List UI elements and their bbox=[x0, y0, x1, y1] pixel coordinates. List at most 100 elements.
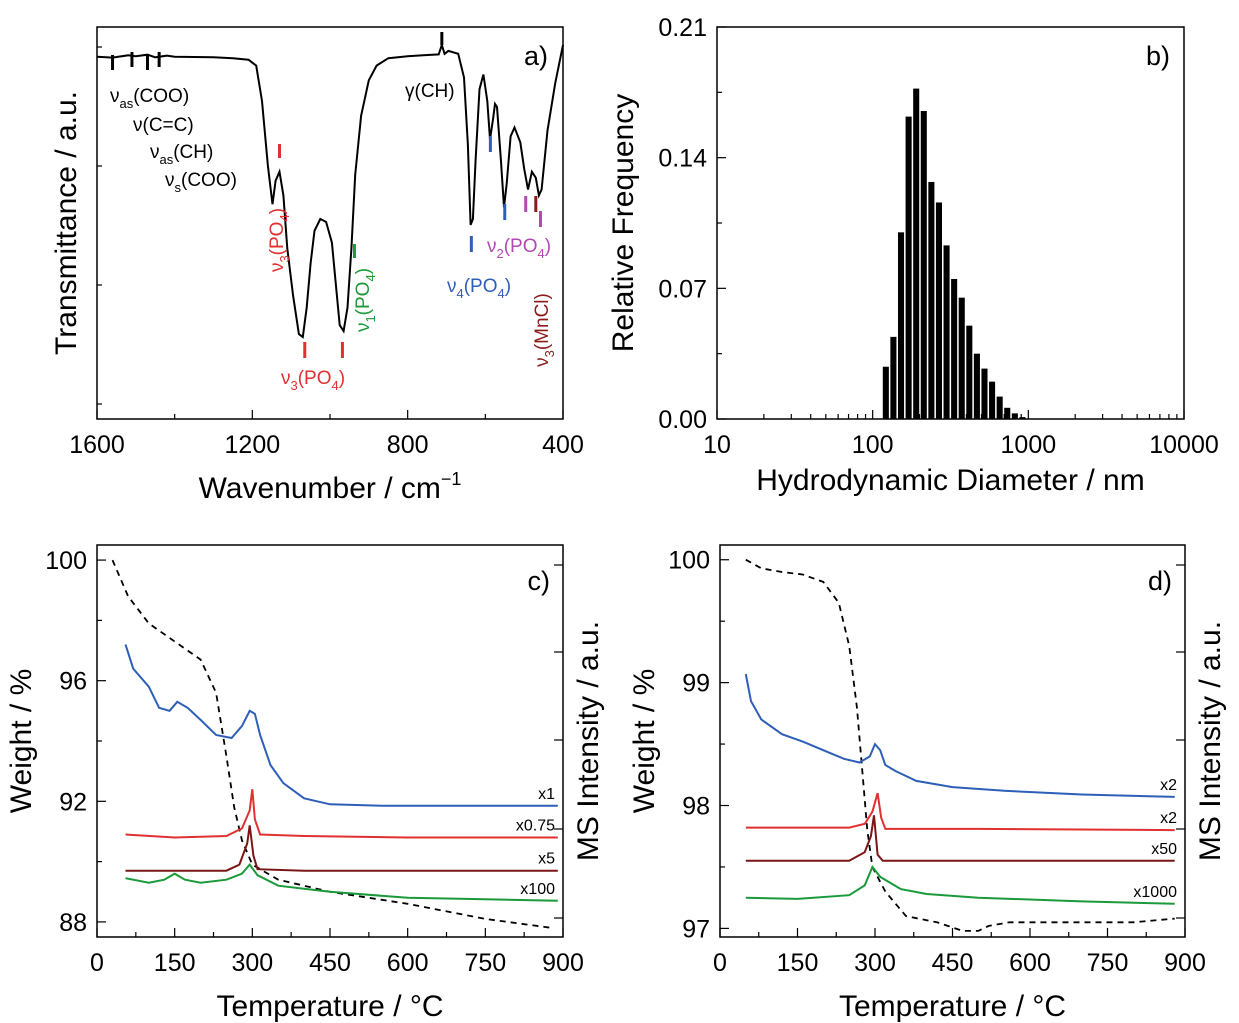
panel-a-x-tick-label: 400 bbox=[542, 431, 584, 459]
annotation-symbol: ν bbox=[110, 86, 120, 107]
annotation-symbol: ν bbox=[165, 170, 175, 191]
histogram-bar bbox=[989, 381, 996, 419]
annotation-mode: (COO) bbox=[181, 170, 237, 191]
panel-c-x-tick-label: 300 bbox=[231, 949, 273, 977]
panel-d-trace-scale-label: x1000 bbox=[1133, 884, 1177, 901]
panel-d-x-tick-label: 600 bbox=[1009, 949, 1051, 977]
panel-c-x-tick-label: 600 bbox=[387, 949, 429, 977]
panel-d-y-label: Weight / % bbox=[628, 669, 661, 814]
annotation-subscript: 4 bbox=[332, 378, 339, 393]
panel-c-y-tick-label: 96 bbox=[59, 668, 87, 696]
panel-d-trace-scale-label: x50 bbox=[1151, 841, 1177, 858]
histogram-bar bbox=[890, 336, 897, 419]
panel-d-y-tick-label: 99 bbox=[682, 670, 710, 698]
histogram-bar bbox=[913, 88, 920, 419]
panel-a-band-annotation: ν(C=C) bbox=[133, 115, 194, 136]
panel-a-y-label: Transmittance / a.u. bbox=[50, 91, 83, 355]
panel-b-x-tick-label: 10000 bbox=[1149, 431, 1219, 459]
histogram-bar bbox=[1004, 407, 1011, 419]
panel-c-x-tick-label: 450 bbox=[309, 949, 351, 977]
panel-b-x-tick-label: 1000 bbox=[1001, 431, 1057, 459]
panel-d-x-tick-label: 900 bbox=[1164, 949, 1206, 977]
panel-a-band-annotation: νas(CH) bbox=[150, 142, 213, 167]
panel-c-x-tick-label: 0 bbox=[90, 949, 104, 977]
panel-b-y-tick-label: 0.14 bbox=[658, 145, 707, 173]
annotation-mode: (C=C) bbox=[143, 115, 194, 136]
annotation-symbol: γ bbox=[405, 81, 415, 102]
panel-d-x-tick-label: 300 bbox=[854, 949, 896, 977]
panel-c-y-tick-label: 100 bbox=[45, 547, 87, 575]
annotation-close: ) bbox=[339, 368, 345, 389]
panel-b-y-tick-label: 0.21 bbox=[658, 14, 707, 42]
annotation-symbol: ν bbox=[487, 236, 497, 257]
annotation-symbol: ν bbox=[267, 263, 288, 273]
panel-d-x-tick-label: 450 bbox=[932, 949, 974, 977]
panel-c-trace-scale-label: x0.75 bbox=[516, 817, 555, 834]
panel-d-y-tick-label: 98 bbox=[682, 793, 710, 821]
panel-b-x-tick-label: 10 bbox=[703, 431, 731, 459]
panel-d-label: d) bbox=[1148, 566, 1172, 596]
annotation-symbol: ν bbox=[281, 368, 291, 389]
panel-c-trace-scale-label: x100 bbox=[520, 881, 555, 898]
panel-c-y-tick-label: 92 bbox=[59, 788, 87, 816]
annotation-subscript: 3 bbox=[291, 378, 298, 393]
annotation-close: ) bbox=[353, 268, 374, 274]
panel-c-y-label: Weight / % bbox=[5, 669, 38, 814]
annotation-mode: (CH) bbox=[173, 142, 213, 163]
panel-d-trace-scale-label: x2 bbox=[1160, 810, 1177, 827]
annotation-mode: (PO bbox=[267, 222, 288, 256]
annotation-subscript: 4 bbox=[277, 214, 292, 221]
panel-d-ms-trace bbox=[745, 792, 1175, 832]
panel-c-ms-trace bbox=[125, 862, 558, 902]
annotation-subscript: s bbox=[175, 180, 182, 195]
panel-c-y-tick-label: 88 bbox=[59, 909, 87, 937]
panel-d-x-tick-label: 150 bbox=[777, 949, 819, 977]
panel-a-x-tick-label: 1200 bbox=[225, 431, 281, 459]
panel-c-ms-trace bbox=[124, 644, 558, 807]
annotation-mode: (COO) bbox=[133, 86, 189, 107]
annotation-symbol: ν bbox=[447, 276, 457, 297]
annotation-mode: (MnCl) bbox=[532, 293, 553, 350]
panel-a-x-tick-label: 1600 bbox=[69, 431, 125, 459]
histogram-bar bbox=[943, 245, 950, 419]
panel-a-band-annotation: νs(COO) bbox=[165, 170, 237, 195]
panel-d-ms-trace bbox=[744, 673, 1175, 798]
panel-a-x-label: Wavenumber / cm−1 bbox=[199, 469, 462, 505]
panel-b-y-tick-label: 0.07 bbox=[658, 275, 707, 303]
panel-a-ir-spectrum-line bbox=[96, 41, 564, 339]
panel-a-x-label-sup: −1 bbox=[441, 469, 462, 489]
panel-d-x-label: Temperature / °C bbox=[839, 990, 1066, 1023]
annotation-subscript: 4 bbox=[498, 286, 505, 301]
panel-d-ms-trace bbox=[745, 865, 1175, 905]
annotation-subscript: 1 bbox=[363, 315, 378, 322]
histogram-bar bbox=[973, 353, 980, 419]
histogram-bar bbox=[935, 202, 942, 419]
annotation-subscript: 3 bbox=[542, 350, 557, 357]
panel-c-label: c) bbox=[528, 566, 551, 596]
panel-b-y-tick-label: 0.00 bbox=[658, 406, 707, 434]
annotation-mode: (PO bbox=[504, 236, 538, 257]
annotation-subscript: 4 bbox=[538, 246, 545, 261]
annotation-mode: (PO bbox=[464, 276, 498, 297]
panel-c-trace-scale-label: x5 bbox=[538, 851, 555, 868]
panel-c-x-tick-label: 750 bbox=[464, 949, 506, 977]
annotation-subscript: 2 bbox=[497, 246, 504, 261]
panel-d-x-tick-label: 0 bbox=[713, 949, 727, 977]
histogram-bar bbox=[1011, 413, 1018, 419]
annotation-close: ) bbox=[267, 208, 288, 214]
panel-b-y-label: Relative Frequency bbox=[607, 94, 640, 352]
panel-c-ms-trace bbox=[125, 825, 558, 872]
panel-c-x-tick-label: 150 bbox=[154, 949, 196, 977]
annotation-close: ) bbox=[545, 236, 551, 257]
panel-d-y-right-label: MS Intensity / a.u. bbox=[1194, 621, 1227, 861]
annotation-mode: (PO bbox=[298, 368, 332, 389]
panel-c-y-right-label: MS Intensity / a.u. bbox=[572, 621, 605, 861]
annotation-symbol: ν bbox=[353, 323, 374, 333]
panel-a-x-tick-label: 800 bbox=[387, 431, 429, 459]
panel-a-band-annotation: ν4(PO4) bbox=[447, 276, 511, 301]
panel-c-weight-curve bbox=[111, 559, 553, 929]
annotation-symbol: ν bbox=[133, 115, 143, 136]
panel-a-band-annotation: γ(CH) bbox=[405, 81, 455, 102]
histogram-bar bbox=[951, 279, 958, 419]
